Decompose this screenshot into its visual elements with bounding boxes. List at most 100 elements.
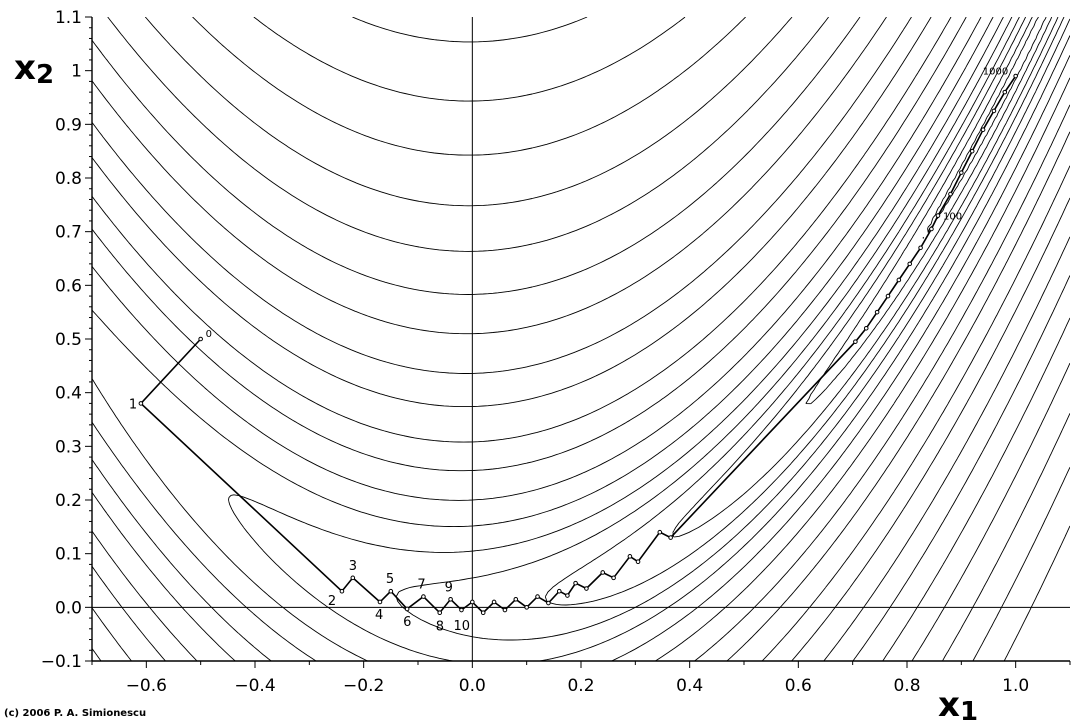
iteration-label-9: 9 (445, 580, 453, 595)
path-point (448, 596, 453, 602)
path-point (421, 594, 426, 599)
path-point (513, 596, 519, 602)
path-point (980, 127, 986, 132)
path-point (969, 148, 975, 154)
path-point (907, 261, 913, 267)
y-tick-label: 1 (71, 62, 82, 82)
path-point (635, 559, 641, 565)
y-tick-label: 0.2 (55, 491, 82, 511)
path-point (491, 599, 497, 605)
contour-level-4 (395, 17, 1070, 641)
path-point (863, 325, 869, 331)
y-tick-label: 0.0 (55, 598, 82, 618)
x-tick-label: 0.6 (785, 676, 812, 696)
path-point (1002, 89, 1008, 95)
y-axis-title: x2 (14, 48, 54, 90)
path-point (657, 529, 663, 535)
contour-level-7 (92, 17, 1070, 661)
path-point (1013, 73, 1018, 79)
iteration-label-6: 6 (403, 615, 411, 630)
iteration-label-1: 1 (129, 397, 137, 412)
y-axis-letter: x (14, 48, 36, 88)
path-point (480, 610, 486, 616)
contour-level-13 (92, 17, 1070, 661)
iteration-label-3: 3 (349, 559, 357, 574)
x-axis-title: x1 (938, 685, 978, 721)
optimization-path (138, 73, 1018, 616)
y-tick-label: 0.8 (55, 169, 82, 189)
iteration-label-4: 4 (375, 608, 383, 623)
path-point (929, 226, 934, 232)
x-tick-label: −0.6 (126, 676, 167, 696)
path-line (139, 75, 1017, 614)
path-point (404, 606, 410, 612)
copyright-credit: (c) 2006 P. A. Simionescu (4, 708, 147, 719)
x-tick-label: −0.2 (343, 676, 384, 696)
contour-level-15 (144, 17, 1070, 661)
x-tick-label: 0.8 (893, 676, 920, 696)
iteration-label-7: 7 (417, 578, 425, 593)
path-point (918, 245, 923, 251)
path-point (573, 580, 578, 586)
path-point (350, 575, 356, 581)
path-point (627, 554, 633, 559)
contour-lines (92, 17, 1070, 661)
x-tick-label: 0.0 (459, 676, 486, 696)
contour-level-12 (92, 17, 1070, 661)
contour-level-17 (253, 17, 1070, 661)
contour-level-9 (92, 17, 1070, 661)
contour-level-6 (92, 17, 1070, 661)
x-axis-ticks: −0.6 −0.4 −0.2 0.0 0.2 0.4 0.6 0.8 1.0 (91, 661, 1071, 696)
path-point (896, 277, 902, 283)
path-point (198, 336, 203, 342)
contour-level-16 (192, 17, 1070, 661)
contour-level-8 (92, 17, 1070, 661)
path-point (388, 588, 394, 594)
path-point (339, 588, 345, 594)
y-tick-label: 0.9 (55, 115, 82, 135)
y-axis-ticks: −0.1 0.0 0.1 0.2 0.3 0.4 0.5 0.6 0.7 0.8 0.9 1 1.1 (41, 8, 92, 672)
path-point (138, 401, 144, 406)
path-point (546, 600, 551, 606)
path-point (991, 108, 997, 114)
x-axis-letter: x (938, 685, 960, 721)
contour-level-10 (92, 17, 1070, 661)
x-tick-label: 0.2 (567, 676, 594, 696)
path-point (459, 607, 464, 613)
iteration-label-0: 0 (206, 329, 212, 340)
path-point (556, 588, 562, 594)
iteration-label-1000: 1000 (983, 67, 1008, 78)
y-tick-label: 0.6 (55, 276, 82, 296)
x-tick-label: 1.0 (1002, 676, 1029, 696)
contour-level-14 (107, 17, 1070, 661)
path-point (470, 599, 475, 605)
path-point (935, 213, 941, 218)
contour-level-1 (805, 17, 1053, 405)
contour-level-11 (92, 17, 1070, 661)
path-point (874, 309, 880, 315)
plot-frame (91, 17, 1070, 662)
iteration-label-10: 10 (453, 619, 470, 634)
path-point (437, 610, 443, 616)
zero-axis-lines (92, 17, 1070, 661)
y-tick-label: 0.7 (55, 223, 82, 243)
path-point (853, 339, 858, 344)
path-point (600, 570, 606, 575)
y-tick-label: 0.3 (55, 437, 82, 457)
y-tick-label: 1.1 (55, 8, 82, 28)
path-point (948, 191, 953, 197)
path-point (584, 586, 589, 591)
path-point (959, 170, 964, 175)
path-point (565, 593, 570, 598)
path-point (377, 599, 383, 605)
y-tick-label: 0.4 (55, 384, 82, 404)
path-point (524, 605, 529, 610)
y-tick-label: 0.5 (55, 330, 82, 350)
contour-level-18 (352, 17, 1070, 661)
iteration-label-100: 100 (943, 212, 962, 223)
y-tick-label: −0.1 (41, 652, 82, 672)
x-tick-label: 0.4 (676, 676, 703, 696)
iteration-label-5: 5 (386, 572, 394, 587)
contour-level-2 (672, 17, 1059, 538)
